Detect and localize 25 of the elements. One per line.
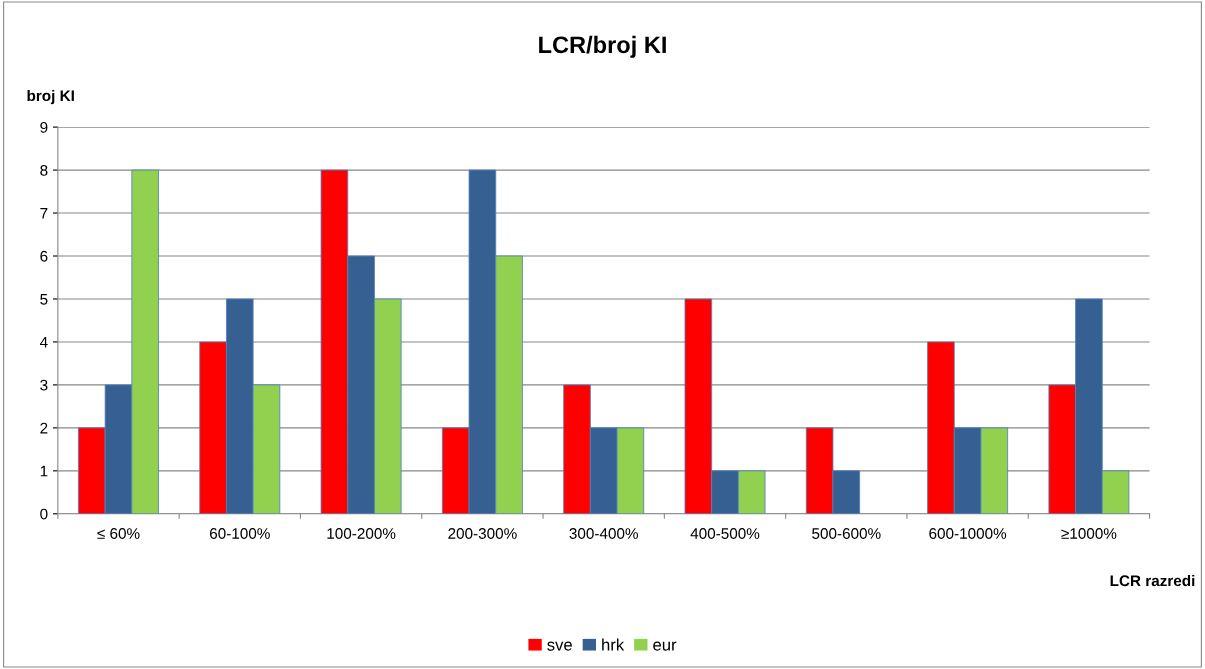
y-tick-label: 9 bbox=[40, 121, 48, 133]
x-tick-label: 400-500% bbox=[690, 528, 760, 539]
x-tick-label: 60-100% bbox=[209, 528, 270, 539]
y-tick-label: 1 bbox=[40, 465, 48, 477]
x-tick-label: 100-200% bbox=[327, 528, 396, 539]
x-axis-title: LCR razredi bbox=[1110, 574, 1195, 587]
x-tick-label: 200-300% bbox=[448, 528, 517, 539]
x-tick-label: 600-1000% bbox=[929, 528, 1007, 539]
chart-title: LCR/broj KI bbox=[539, 35, 666, 58]
legend-label: hrk bbox=[602, 638, 625, 651]
y-tick-label: 5 bbox=[40, 293, 48, 305]
y-axis-title: broj KI bbox=[27, 89, 74, 105]
x-tick-label: 300-400% bbox=[569, 528, 638, 539]
y-tick-label: 8 bbox=[40, 164, 48, 176]
y-tick-label: 6 bbox=[40, 250, 48, 262]
y-tick-label: 3 bbox=[40, 379, 48, 391]
y-tick-label: 0 bbox=[40, 508, 48, 520]
x-tick-label: ≤ 60% bbox=[97, 528, 140, 539]
y-tick-label: 4 bbox=[39, 336, 48, 348]
y-tick-label: 7 bbox=[40, 208, 48, 219]
x-tick-label: ≥1000% bbox=[1061, 528, 1117, 539]
legend-label: sve bbox=[547, 641, 572, 651]
legend-label: eur bbox=[653, 641, 677, 651]
y-tick-label: 2 bbox=[40, 422, 48, 434]
x-tick-label: 500-600% bbox=[812, 528, 881, 539]
